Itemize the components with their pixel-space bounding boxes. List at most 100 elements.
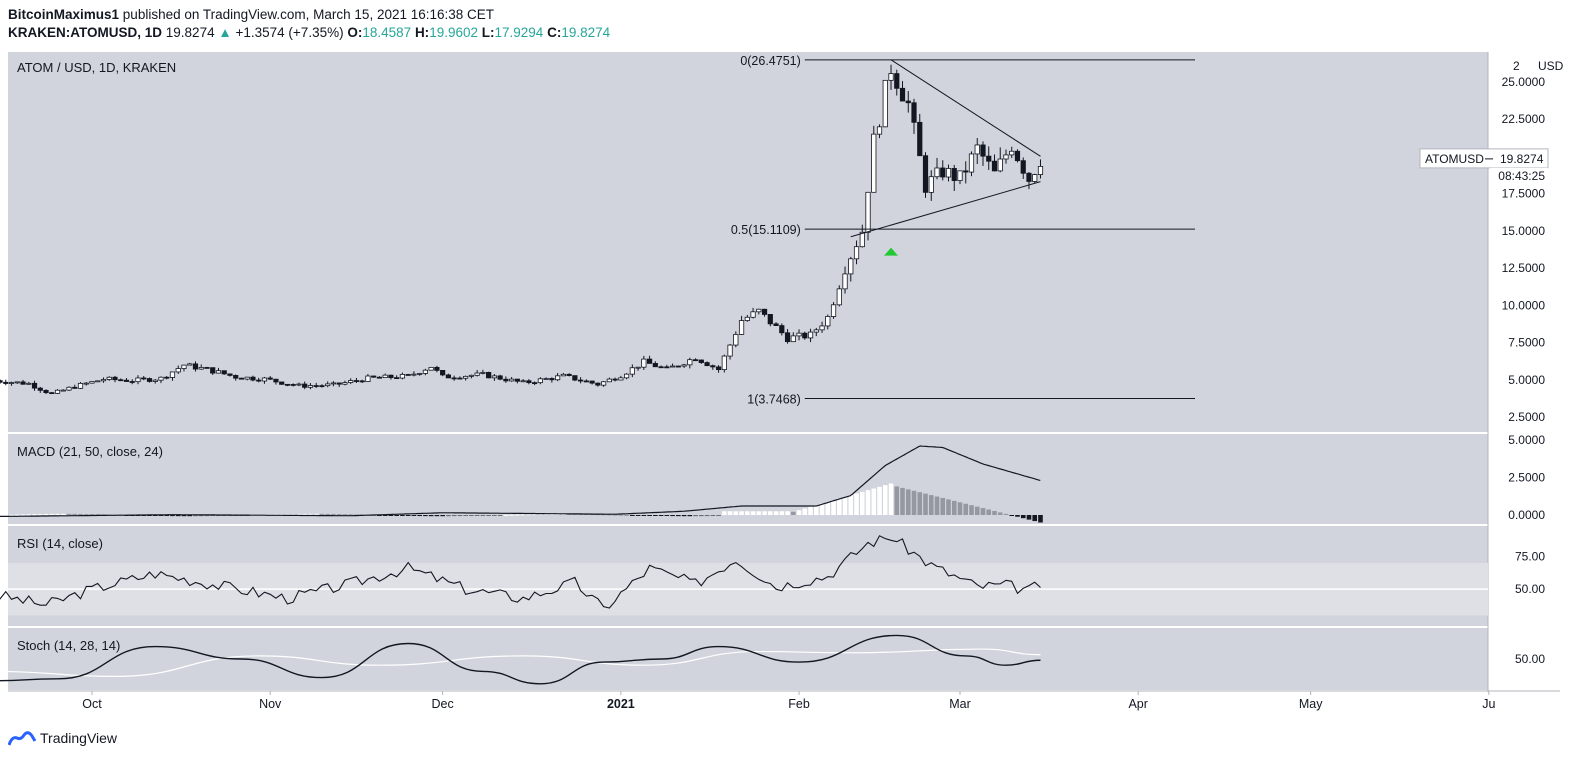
- candle-down: [514, 378, 520, 382]
- candle-down: [773, 323, 779, 326]
- candle-up: [934, 167, 940, 178]
- candle-down: [445, 374, 451, 379]
- candle-down: [31, 382, 38, 389]
- candle-up: [169, 371, 176, 378]
- candle-up: [135, 377, 141, 383]
- macd-histogram-bar: [26, 514, 32, 516]
- macd-histogram-bar: [319, 513, 325, 515]
- candle-down: [715, 366, 722, 371]
- candle-up: [480, 371, 486, 374]
- candle-down: [710, 365, 716, 368]
- candle-up: [888, 73, 894, 81]
- macd-histogram-bar: [394, 515, 399, 516]
- macd-histogram-bar: [969, 505, 974, 515]
- candle-up: [882, 79, 888, 128]
- macd-histogram-bar: [865, 490, 871, 515]
- macd-histogram-bar: [768, 511, 773, 515]
- candle-down: [267, 377, 273, 380]
- candle-down: [440, 369, 446, 376]
- candle-up: [830, 304, 837, 317]
- candle-down: [20, 381, 26, 385]
- macd-histogram-bar: [888, 483, 894, 515]
- candle-up: [152, 379, 158, 382]
- candle-down: [376, 376, 383, 379]
- publish-line: BitcoinMaximus1 published on TradingView…: [8, 6, 610, 24]
- candle-up: [848, 258, 854, 275]
- ohlc-line: KRAKEN:ATOMUSD, 1D 19.8274 ▲ +1.3574 (+7…: [8, 24, 610, 42]
- author-name[interactable]: BitcoinMaximus1: [8, 7, 120, 22]
- macd-histogram-bar: [446, 515, 451, 517]
- macd-histogram-bar: [193, 515, 198, 517]
- candle-down: [37, 387, 43, 391]
- candle-down: [899, 87, 906, 102]
- candle-down: [951, 168, 957, 181]
- candle-down: [1020, 160, 1026, 174]
- candle-down: [1014, 150, 1021, 162]
- candle-up: [348, 380, 354, 383]
- candle-up: [325, 383, 331, 387]
- macd-histogram-bar: [1038, 515, 1043, 523]
- macd-histogram-bar: [653, 515, 658, 516]
- candle-down: [0, 380, 3, 383]
- candle-up: [543, 378, 549, 380]
- candle-down: [532, 382, 538, 385]
- macd-histogram-bar: [342, 514, 348, 516]
- candle-up: [83, 382, 89, 385]
- candle-down: [503, 378, 509, 382]
- candle-down: [112, 376, 118, 381]
- macd-histogram-bar: [78, 513, 83, 515]
- candle-down: [664, 366, 670, 369]
- candle-up: [618, 377, 624, 381]
- macd-histogram-bar: [49, 513, 55, 515]
- candle-down: [359, 380, 365, 383]
- macd-histogram-bar: [946, 499, 951, 515]
- macd-histogram-bar: [992, 510, 997, 515]
- candle-up: [681, 364, 687, 367]
- candle-up: [244, 376, 250, 380]
- macd-histogram-bar: [509, 514, 514, 516]
- stoch-pane-bg: [8, 628, 1488, 690]
- candle-up: [623, 373, 630, 379]
- candle-up: [422, 369, 429, 374]
- macd-histogram-bar: [463, 515, 468, 516]
- candle-up: [606, 378, 612, 383]
- macd-histogram-bar: [440, 515, 445, 517]
- time-axis-label: Ju: [1482, 697, 1495, 711]
- macd-histogram-bar: [808, 506, 813, 515]
- macd-histogram-bar: [451, 515, 457, 517]
- macd-axis-tick-label: 5.0000: [1508, 433, 1545, 447]
- tradingview-brand: TradingView: [40, 730, 118, 746]
- candle-down: [549, 378, 555, 381]
- candle-down: [141, 377, 147, 380]
- macd-histogram-bar: [859, 491, 865, 515]
- candle-down: [353, 380, 360, 382]
- triangle-upper-trendline: [890, 59, 1041, 157]
- macd-histogram-bar: [348, 514, 353, 516]
- price-tag-value: 19.8274: [1500, 152, 1544, 166]
- candle-down: [146, 378, 153, 382]
- candle-down: [675, 365, 681, 368]
- macd-histogram-bar: [89, 514, 95, 516]
- macd-histogram-bar: [331, 513, 336, 515]
- candle-up: [687, 359, 693, 366]
- candle-up: [26, 382, 32, 385]
- macd-histogram-bar: [388, 515, 394, 516]
- candle-down: [991, 160, 998, 172]
- candle-up: [468, 374, 474, 377]
- macd-histogram-bar: [900, 487, 905, 515]
- tradingview-logo[interactable]: TradingView: [8, 730, 117, 746]
- candle-up: [790, 335, 796, 343]
- macd-histogram-bar: [187, 515, 193, 517]
- candle-down: [692, 359, 699, 362]
- up-arrow-icon: ▲: [218, 25, 232, 40]
- fib-level-label: 1(3.7468): [747, 393, 801, 407]
- candle-up: [1003, 154, 1009, 160]
- candle-up: [296, 383, 302, 386]
- macd-line: [0, 445, 1041, 518]
- time-axis-label: Feb: [788, 697, 810, 711]
- macd-histogram-bar: [0, 514, 3, 516]
- macd-pane-bg: [8, 434, 1488, 524]
- macd-histogram-bar: [957, 502, 963, 515]
- time-axis-label: 2021: [607, 697, 635, 711]
